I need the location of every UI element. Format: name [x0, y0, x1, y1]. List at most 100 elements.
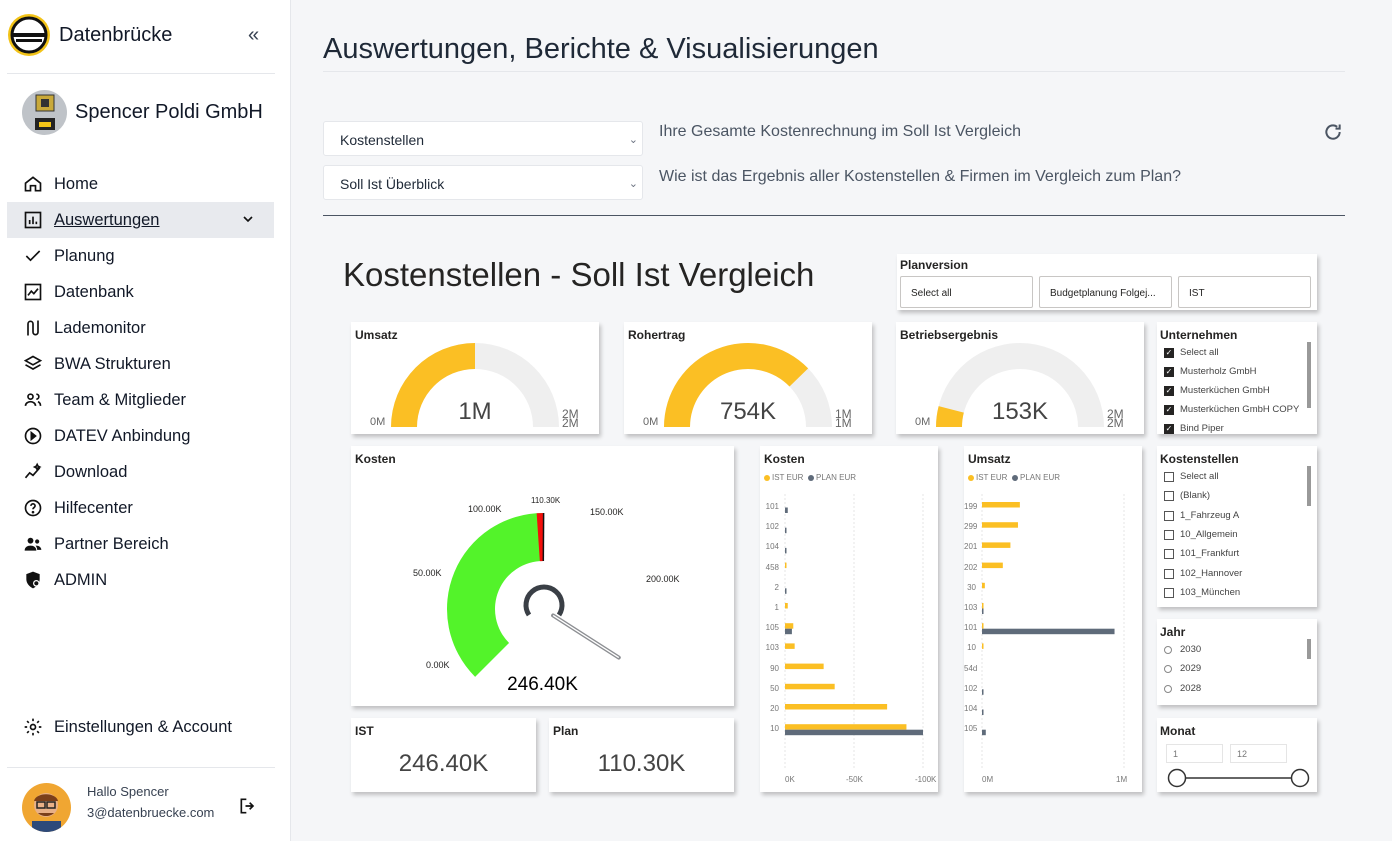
scrollbar[interactable] [1307, 639, 1311, 659]
report-question-2: Wie ist das Ergebnis aller Kostenstellen… [659, 168, 1181, 185]
slicer-item[interactable]: 1_Fahrzeug A [1164, 510, 1239, 521]
slicer-item[interactable]: ✓ Musterholz GmbH [1164, 366, 1257, 377]
slicer-item[interactable]: Select all [1164, 471, 1219, 482]
month-from-input[interactable]: 1 [1166, 744, 1223, 763]
gauge-max-label: 2M [1107, 416, 1124, 430]
gauge-max-label: 1M [835, 407, 852, 421]
y-tick-label: 2 [774, 582, 779, 592]
slicer-item[interactable]: (Blank) [1164, 490, 1210, 501]
brand-name: Datenbrücke [59, 24, 173, 46]
kosten-gauge [447, 512, 621, 677]
nav-item-auswertungen[interactable]: Auswertungen [7, 202, 274, 238]
nav-item-bwa-strukturen[interactable]: BWA Strukturen [7, 346, 274, 382]
slicer-item[interactable]: 103_München [1164, 587, 1240, 598]
checkbox[interactable] [1164, 510, 1174, 521]
nav-label: Partner Bereich [54, 534, 169, 553]
planversion-option[interactable]: IST [1178, 276, 1311, 308]
nav-item-admin[interactable]: ADMIN [7, 562, 274, 598]
bar-plan [982, 709, 984, 715]
checkbox[interactable] [1164, 548, 1174, 559]
logout-icon[interactable] [238, 796, 258, 816]
slicer-item-label: Musterküchen GmbH [1180, 385, 1270, 396]
nav-item-lademonitor[interactable]: Lademonitor [7, 310, 274, 346]
legend-item: IST EUR [764, 473, 803, 482]
radio-button[interactable] [1164, 664, 1172, 673]
y-tick-label: 102 [765, 522, 779, 532]
settings-area: Einstellungen & Account [7, 709, 274, 745]
report-category-select[interactable]: Kostenstellen ⌄ [323, 121, 643, 156]
scrollbar[interactable] [1307, 466, 1311, 506]
gauge-max-label: 2M [562, 407, 579, 421]
nav-item-settings[interactable]: Einstellungen & Account [7, 709, 274, 745]
checkbox[interactable] [1164, 490, 1174, 501]
nav-item-team[interactable]: Team & Mitglieder [7, 382, 274, 418]
slicer-item[interactable]: ✓ Musterküchen GmbH COPY [1164, 404, 1299, 415]
y-tick-label: 105 [964, 724, 978, 734]
planversion-option[interactable]: Budgetplanung Folgej... [1039, 276, 1172, 308]
slicer-item[interactable]: 102_Hannover [1164, 568, 1242, 579]
checkbox[interactable] [1164, 587, 1174, 598]
y-tick-label: 101 [964, 623, 978, 633]
gauge-tick-label: 0.00K [426, 660, 450, 670]
planversion-option[interactable]: Select all [900, 276, 1033, 308]
kosten-gauge-card: Kosten 0.00K 50.00K 100.00K 110.30K 150.… [351, 446, 734, 706]
user-avatar[interactable] [22, 783, 71, 832]
checkbox-checked[interactable]: ✓ [1164, 366, 1174, 377]
rohertrag-gauge [664, 343, 832, 427]
y-tick-label: 103 [765, 643, 779, 653]
gauge-max: 2M 2M [562, 407, 579, 429]
nav-item-datev[interactable]: DATEV Anbindung [7, 418, 274, 454]
line-chart-icon [24, 283, 42, 301]
bar-ist [982, 542, 1011, 548]
radio-button[interactable] [1164, 645, 1172, 654]
slicer-item[interactable]: ✓ Select all [1164, 347, 1219, 358]
gauge-tick-label: 200.00K [646, 574, 680, 584]
nav-item-partner[interactable]: Partner Bereich [7, 526, 274, 562]
gauge-tick-label: 100.00K [468, 504, 502, 514]
slicer-item[interactable]: 2030 [1164, 644, 1201, 655]
bar-ist [785, 724, 907, 730]
gauge-tick-label: 150.00K [590, 507, 624, 517]
slicer-item-label: Musterküchen GmbH COPY [1180, 404, 1300, 415]
checkbox[interactable] [1164, 568, 1174, 579]
rohertrag-gauge-card: Rohertrag 754K 0M 1M 1M [624, 322, 872, 434]
checkbox[interactable] [1164, 471, 1174, 482]
nav-item-planung[interactable]: Planung [7, 238, 274, 274]
month-range-slider[interactable] [1157, 718, 1317, 792]
y-tick-label: 101 [765, 502, 779, 511]
nav-item-hilfecenter[interactable]: Hilfecenter [7, 490, 274, 526]
scrollbar[interactable] [1307, 342, 1311, 408]
sidebar: Datenbrücke « Spencer Poldi GmbH Home Au… [0, 0, 291, 841]
y-tick-label: 90 [770, 663, 779, 673]
collapse-sidebar-icon[interactable]: « [248, 24, 260, 46]
checkbox-checked[interactable]: ✓ [1164, 347, 1174, 358]
divider [323, 71, 1345, 72]
month-to-input[interactable]: 12 [1230, 744, 1287, 763]
checkbox[interactable] [1164, 529, 1174, 540]
checkbox-checked[interactable]: ✓ [1164, 423, 1174, 434]
slicer-item[interactable]: 101_Frankfurt [1164, 548, 1239, 559]
slicer-item[interactable]: ✓ Musterküchen GmbH [1164, 385, 1270, 396]
planversion-slicer: Planversion Select all Budgetplanung Fol… [897, 254, 1317, 310]
slicer-item-label: 2029 [1180, 663, 1202, 674]
nav-item-datenbank[interactable]: Datenbank [7, 274, 274, 310]
monat-slicer: Monat 1 12 [1157, 718, 1317, 792]
check-icon [25, 250, 41, 262]
gauge-max: 2M 2M [1107, 408, 1124, 430]
nav-label: Download [54, 462, 128, 481]
slicer-item[interactable]: ✓ Bind Piper [1164, 423, 1224, 434]
nav-item-download[interactable]: Download [7, 454, 274, 490]
radio-button[interactable] [1164, 684, 1172, 693]
report-view-select[interactable]: Soll Ist Überblick ⌄ [323, 165, 643, 200]
slicer-item[interactable]: 2029 [1164, 663, 1201, 674]
checkbox-checked[interactable]: ✓ [1164, 385, 1174, 396]
bar-ist [785, 704, 888, 710]
nav-item-home[interactable]: Home [7, 166, 274, 202]
refresh-icon[interactable] [1323, 122, 1343, 142]
slicer-item[interactable]: 10_Allgemein [1164, 529, 1238, 540]
checkbox-checked[interactable]: ✓ [1164, 404, 1174, 415]
slicer-item-label: Musterholz GmbH [1180, 366, 1257, 377]
slicer-item[interactable]: 2028 [1164, 683, 1201, 694]
x-tick-label: -100K [915, 775, 937, 784]
layers-icon [23, 355, 43, 370]
